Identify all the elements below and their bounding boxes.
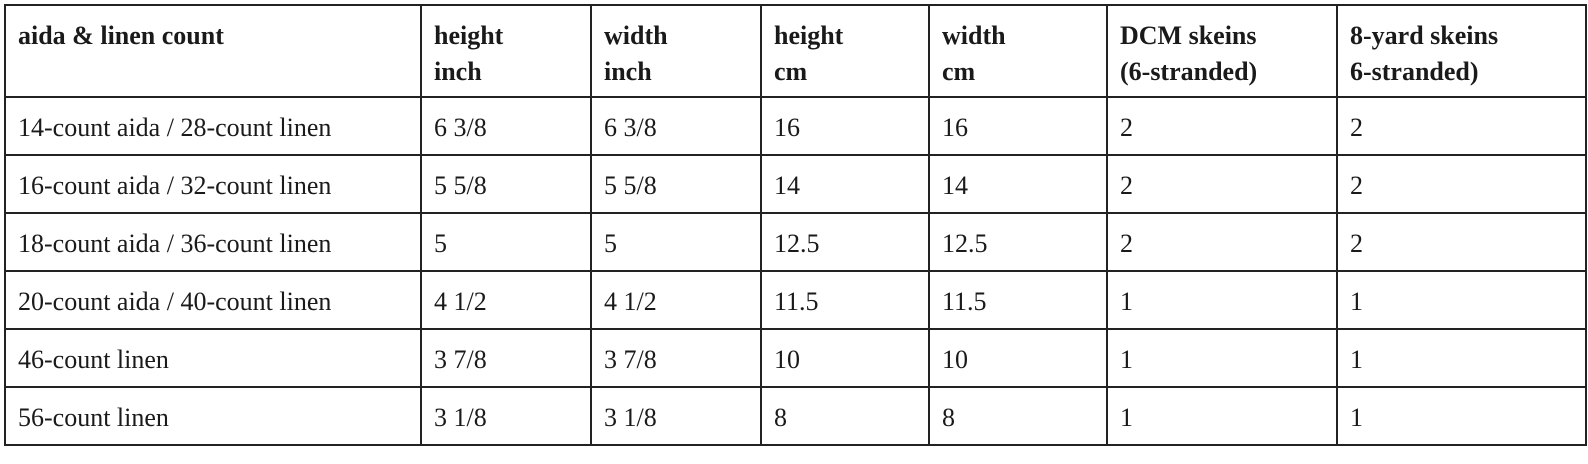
table-cell: 5 xyxy=(590,212,762,272)
table-cell: 56-count linen xyxy=(4,386,422,446)
table-cell: 4 1/2 xyxy=(590,270,762,330)
table-cell: 1 xyxy=(1336,270,1587,330)
column-header-line: width xyxy=(604,21,668,50)
column-header-line: width xyxy=(942,21,1006,50)
table-cell: 10 xyxy=(928,328,1108,388)
column-header-line: inch xyxy=(434,57,482,86)
table-cell: 3 1/8 xyxy=(590,386,762,446)
table-cell: 5 5/8 xyxy=(590,154,762,214)
table-cell: 6 3/8 xyxy=(590,96,762,156)
column-header-line: (6-stranded) xyxy=(1120,57,1258,86)
column-header: aida & linen count xyxy=(4,4,422,98)
table-cell: 16 xyxy=(760,96,930,156)
column-header-line: aida & linen count xyxy=(18,21,224,50)
table-cell: 5 xyxy=(420,212,592,272)
table-cell: 4 1/2 xyxy=(420,270,592,330)
table-row: 16-count aida / 32-count linen 5 5/8 5 5/8… xyxy=(4,154,1587,214)
column-header: width cm xyxy=(928,4,1108,98)
table-cell: 2 xyxy=(1106,212,1338,272)
table-cell: 2 xyxy=(1106,96,1338,156)
column-header: DCM skeins (6-stranded) xyxy=(1106,4,1338,98)
table-cell: 8 xyxy=(760,386,930,446)
table-cell: 18-count aida / 36-count linen xyxy=(4,212,422,272)
table-cell: 1 xyxy=(1336,386,1587,446)
table-cell: 1 xyxy=(1336,328,1587,388)
table-row: 14-count aida / 28-count linen 6 3/8 6 3/8… xyxy=(4,96,1587,156)
table-cell: 14 xyxy=(760,154,930,214)
column-header-line: inch xyxy=(604,57,652,86)
table-cell: 1 xyxy=(1106,386,1338,446)
column-header: 8-yard skeins 6-stranded) xyxy=(1336,4,1587,98)
table-cell: 5 5/8 xyxy=(420,154,592,214)
table-cell: 16-count aida / 32-count linen xyxy=(4,154,422,214)
table-row: 46-count linen 3 7/8 3 7/8 10 10 1 1 xyxy=(4,328,1587,388)
column-header-line: height xyxy=(774,21,844,50)
table-row: 18-count aida / 36-count linen 5 5 12.5 12.5… xyxy=(4,212,1587,272)
table-cell: 10 xyxy=(760,328,930,388)
table-cell: 2 xyxy=(1336,96,1587,156)
table-cell: 12.5 xyxy=(928,212,1108,272)
column-header: height cm xyxy=(760,4,930,98)
table-cell: 6 3/8 xyxy=(420,96,592,156)
table-cell: 14-count aida / 28-count linen xyxy=(4,96,422,156)
column-header-line: height xyxy=(434,21,504,50)
table-cell: 2 xyxy=(1336,212,1587,272)
column-header-line: 8-yard skeins xyxy=(1350,21,1499,50)
fabric-count-size-table: aida & linen count height inch width inch hei… xyxy=(4,4,1587,446)
column-header-line: cm xyxy=(774,57,808,86)
column-header: width inch xyxy=(590,4,762,98)
table-cell: 3 7/8 xyxy=(420,328,592,388)
table-cell: 11.5 xyxy=(928,270,1108,330)
table-cell: 12.5 xyxy=(760,212,930,272)
table-cell: 46-count linen xyxy=(4,328,422,388)
column-header-line: cm xyxy=(942,57,976,86)
table-cell: 16 xyxy=(928,96,1108,156)
table-cell: 1 xyxy=(1106,328,1338,388)
table-cell: 2 xyxy=(1336,154,1587,214)
table-cell: 20-count aida / 40-count linen xyxy=(4,270,422,330)
table-cell: 8 xyxy=(928,386,1108,446)
column-header-line: DCM skeins xyxy=(1120,21,1257,50)
header-row: aida & linen count height inch width inch hei… xyxy=(4,4,1587,98)
table-cell: 3 1/8 xyxy=(420,386,592,446)
table-row: 56-count linen 3 1/8 3 1/8 8 8 1 1 xyxy=(4,386,1587,446)
table-cell: 3 7/8 xyxy=(590,328,762,388)
table-cell: 1 xyxy=(1106,270,1338,330)
table-row: 20-count aida / 40-count linen 4 1/2 4 1/2… xyxy=(4,270,1587,330)
table-cell: 14 xyxy=(928,154,1108,214)
table-cell: 2 xyxy=(1106,154,1338,214)
column-header: height inch xyxy=(420,4,592,98)
table-cell: 11.5 xyxy=(760,270,930,330)
column-header-line: 6-stranded) xyxy=(1350,57,1479,86)
